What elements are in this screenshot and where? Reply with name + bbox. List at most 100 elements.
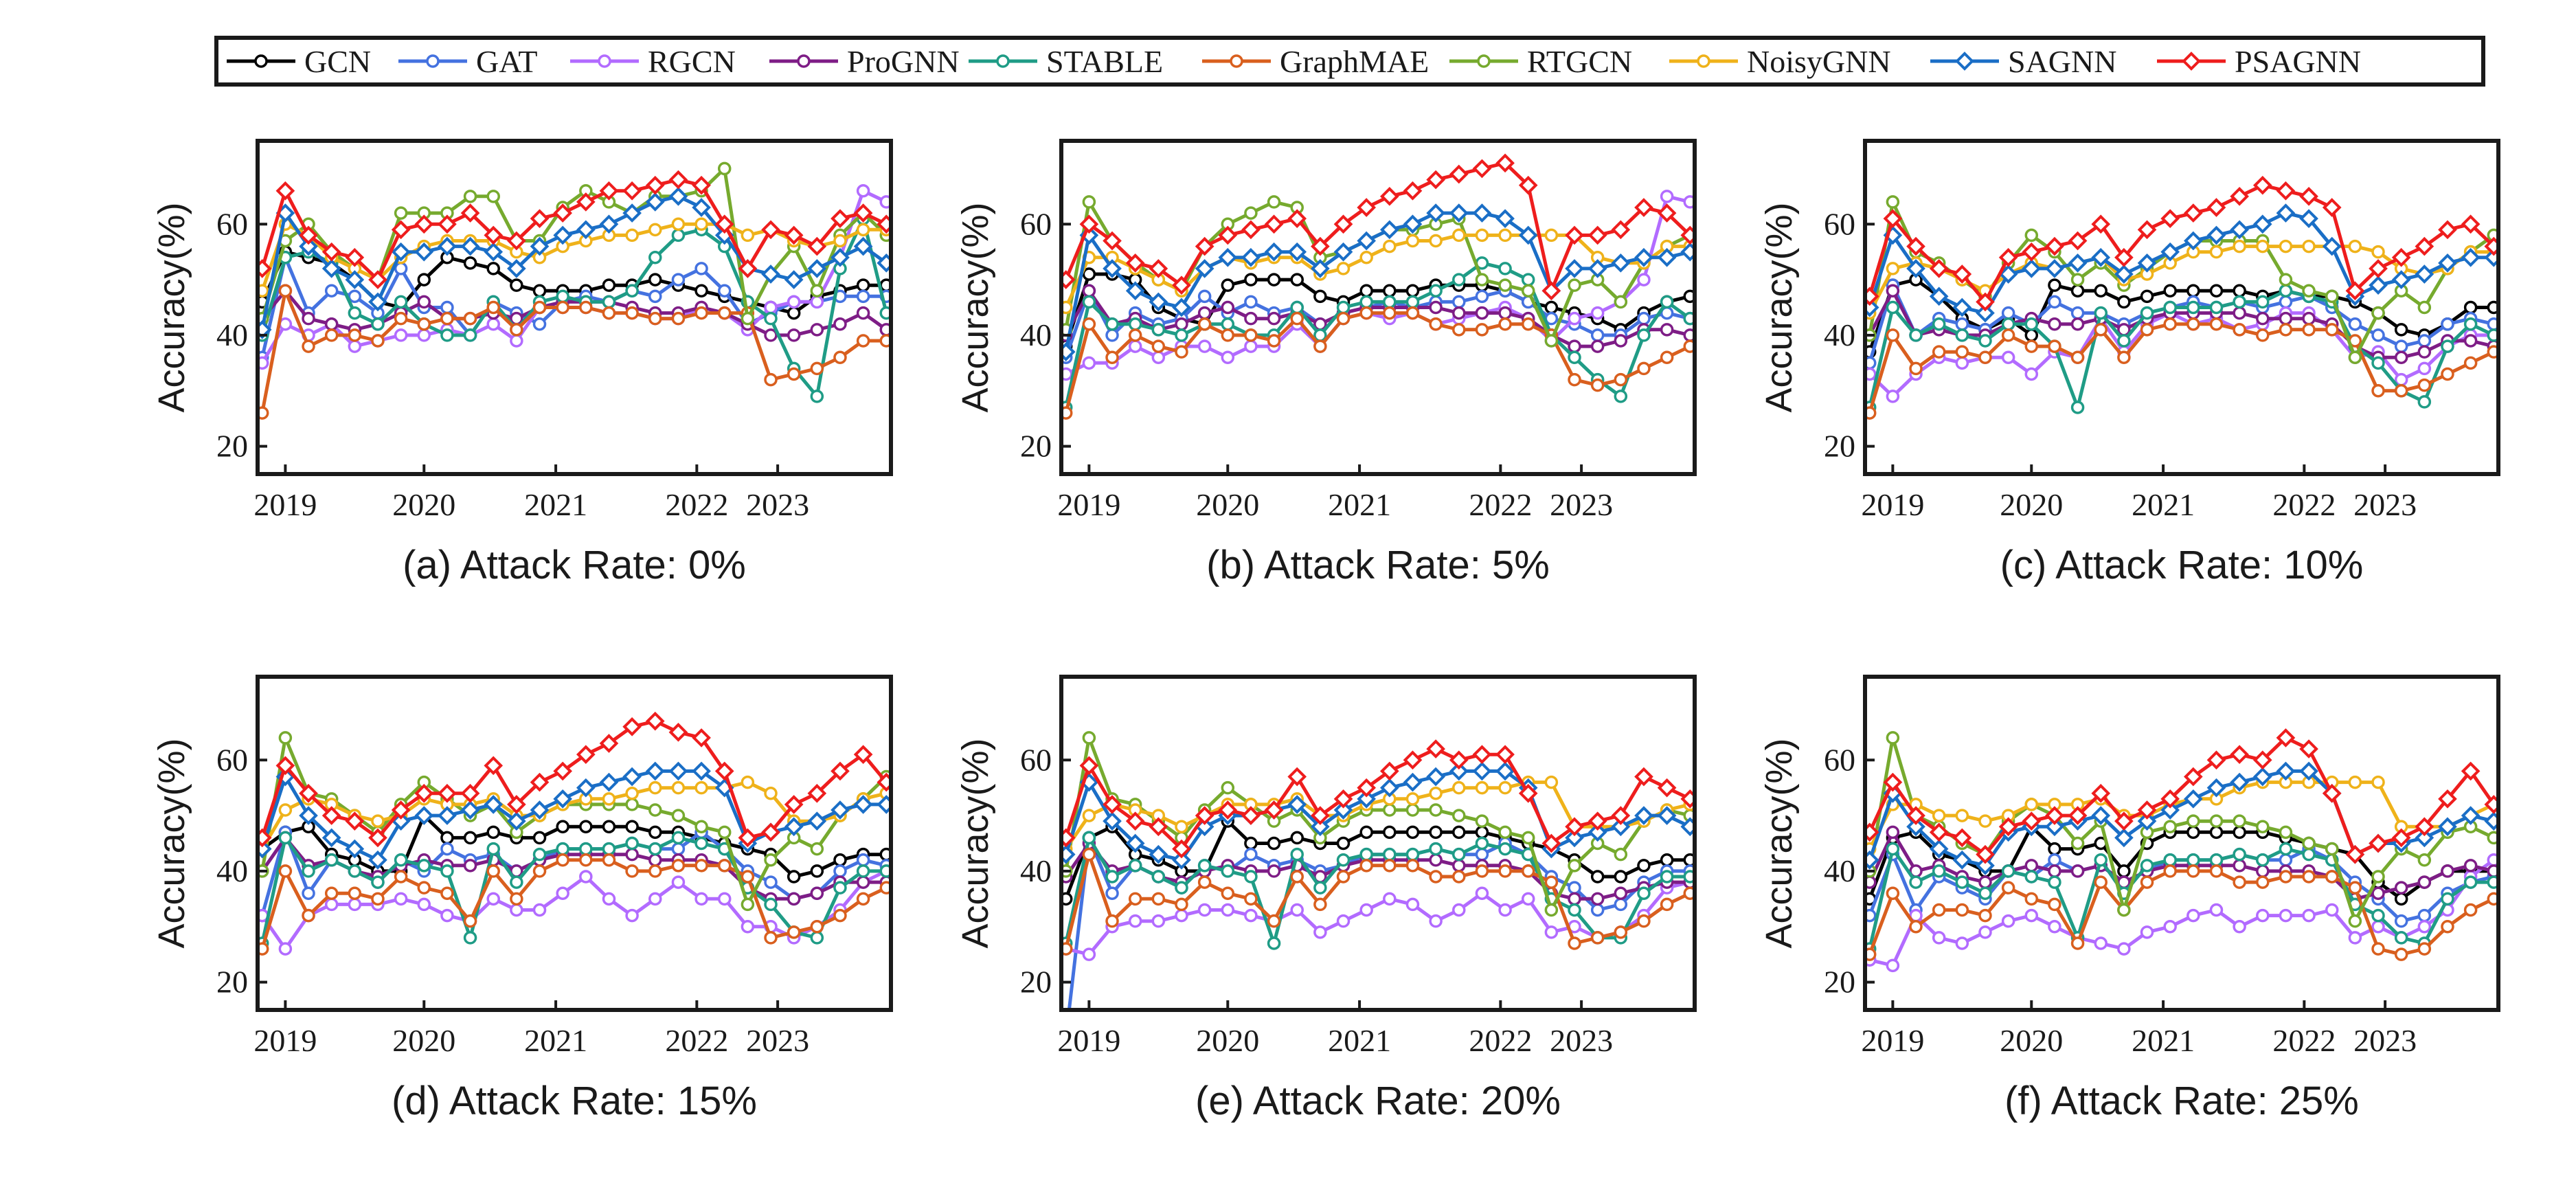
data-point-rtgcn <box>2279 825 2293 840</box>
data-point-sagnn <box>1287 795 1307 814</box>
data-point-rtgcn <box>2417 300 2432 315</box>
data-point-gat <box>648 289 662 304</box>
data-point-graphmae <box>717 306 732 320</box>
data-point-psagnn <box>2276 181 2296 201</box>
data-point-rtgcn <box>2325 842 2339 856</box>
data-point-rgcn <box>1244 339 1258 353</box>
data-point-stable <box>879 864 891 878</box>
data-point-psagnn <box>2345 844 2365 864</box>
data-point-rgcn <box>1221 903 1235 917</box>
data-point-noisygnn <box>1886 262 1900 275</box>
data-point-rtgcn <box>1568 859 1581 873</box>
data-point-psagnn <box>807 783 827 803</box>
data-point-rgcn <box>1955 936 1969 950</box>
data-point-graphmae <box>2233 875 2246 889</box>
data-point-graphmae <box>1932 903 1946 917</box>
data-point-graphmae <box>2279 870 2293 884</box>
data-point-rtgcn <box>1498 278 1512 292</box>
x-tick-label: 2019 <box>253 1023 317 1058</box>
data-point-stable <box>2209 300 2224 315</box>
data-point-rtgcn <box>2209 814 2224 828</box>
data-point-sagnn <box>2160 800 2180 820</box>
x-tick-label: 2020 <box>1196 1023 1259 1058</box>
x-tick-label: 2023 <box>1550 487 1613 522</box>
data-point-stable <box>2233 847 2246 862</box>
data-point-stable <box>394 853 408 867</box>
series-stable <box>258 212 891 403</box>
data-point-rgcn <box>2001 350 2015 364</box>
data-point-gcn <box>1405 825 1420 840</box>
data-point-stable <box>1452 847 1466 862</box>
data-point-rgcn <box>1429 914 1443 928</box>
legend-marker-rtgcn <box>1477 54 1491 68</box>
data-point-sagnn <box>2137 811 2157 831</box>
data-point-graphmae <box>1359 306 1373 320</box>
data-point-stable <box>648 842 662 856</box>
data-point-noisygnn <box>2233 239 2246 254</box>
data-point-rgcn <box>810 295 824 309</box>
x-tick-label: 2021 <box>1328 487 1391 522</box>
data-point-prognn <box>1175 317 1188 331</box>
data-point-prognn <box>1660 323 1674 337</box>
data-point-psagnn <box>1264 214 1284 234</box>
data-point-psagnn <box>1865 286 1879 306</box>
data-point-sagnn <box>1172 297 1191 317</box>
data-point-gat <box>2371 328 2385 342</box>
data-point-graphmae <box>1637 914 1651 928</box>
data-point-stable <box>1429 284 1443 297</box>
data-point-rgcn <box>579 870 593 884</box>
data-point-graphmae <box>1128 892 1142 906</box>
legend-item-graphmae: GraphMAE <box>1202 44 1429 79</box>
data-point-graphmae <box>671 859 686 873</box>
data-point-prognn <box>463 859 477 873</box>
data-point-rgcn <box>1221 350 1235 364</box>
data-point-stable <box>1909 875 1923 889</box>
series-sagnn <box>258 761 891 870</box>
series-rtgcn <box>1865 731 2498 928</box>
data-point-graphmae <box>2325 323 2339 337</box>
data-point-rtgcn <box>1405 803 1420 817</box>
data-point-psagnn <box>2230 187 2249 206</box>
data-point-psagnn <box>2137 800 2157 820</box>
data-point-graphmae <box>648 311 662 326</box>
data-point-psagnn <box>299 225 318 245</box>
data-point-graphmae <box>463 914 477 928</box>
data-point-graphmae <box>348 328 362 342</box>
data-point-rgcn <box>1886 390 1900 403</box>
axes-frame <box>1863 675 2500 1012</box>
legend-item-psagnn: PSAGNN <box>2157 44 2361 79</box>
data-point-psagnn <box>1634 198 1653 217</box>
series-line-noisygnn <box>260 780 887 850</box>
data-point-sagnn <box>1565 828 1584 848</box>
y-tick-label: 20 <box>1020 429 1052 464</box>
data-point-prognn <box>2417 345 2432 359</box>
axes-frame <box>1059 139 1697 476</box>
data-point-stable <box>1175 328 1188 342</box>
data-point-psagnn <box>2022 811 2042 831</box>
data-point-psagnn <box>2461 761 2481 781</box>
data-point-graphmae <box>671 311 686 326</box>
data-point-stable <box>2279 842 2293 856</box>
data-point-prognn <box>833 317 847 331</box>
data-point-rtgcn <box>2163 820 2177 833</box>
data-point-graphmae <box>486 300 500 315</box>
data-point-psagnn <box>1929 822 1949 842</box>
data-point-rtgcn <box>1383 803 1397 817</box>
data-point-graphmae <box>2256 328 2270 342</box>
data-point-rgcn <box>1978 925 1992 939</box>
data-point-sagnn <box>2484 811 2498 831</box>
data-point-rtgcn <box>1475 814 1489 828</box>
data-point-gat <box>717 284 732 297</box>
data-point-psagnn <box>2252 750 2272 770</box>
data-point-graphmae <box>348 886 362 900</box>
data-point-psagnn <box>2369 833 2388 853</box>
y-tick-label: 40 <box>1020 853 1052 888</box>
data-point-rgcn <box>2001 914 2015 928</box>
legend-item-rtgcn: RTGCN <box>1449 44 1632 79</box>
data-point-psagnn <box>321 806 341 825</box>
data-point-psagnn <box>2114 811 2134 831</box>
data-point-graphmae <box>2048 339 2061 353</box>
data-point-psagnn <box>1149 817 1168 837</box>
data-point-psagnn <box>599 734 619 753</box>
data-point-rgcn <box>417 897 431 912</box>
